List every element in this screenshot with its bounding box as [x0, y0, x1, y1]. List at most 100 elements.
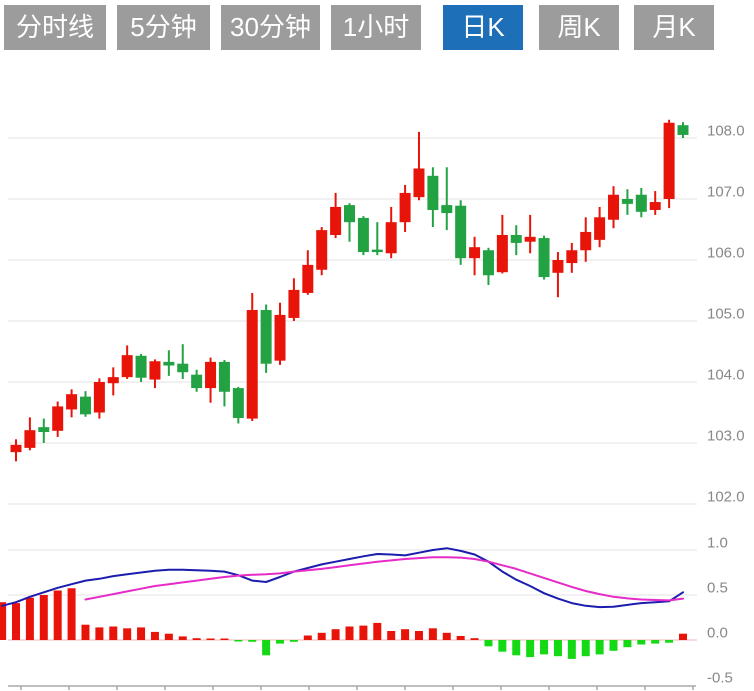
macd-bar: [387, 631, 396, 640]
macd-bar: [12, 603, 20, 640]
macd-bar: [456, 635, 465, 640]
candle-body: [121, 355, 133, 378]
candle-body: [649, 202, 661, 210]
macd-bar: [553, 640, 562, 657]
interval-tabbar: 分时线 5分钟 30分钟 1小时 日K 周K 月K: [0, 0, 754, 55]
candle-body: [621, 199, 633, 204]
candle-body: [232, 388, 244, 418]
macd-bar: [595, 640, 604, 655]
macd-bar: [289, 640, 298, 642]
candle-body: [302, 264, 314, 293]
candle-body: [177, 363, 189, 373]
tab-monthly-k[interactable]: 月K: [634, 5, 714, 50]
tab-timeshare[interactable]: 分时线: [4, 5, 106, 50]
candle-body: [413, 168, 425, 198]
tab-daily-k[interactable]: 日K: [443, 5, 523, 50]
candle-body: [66, 394, 78, 410]
candle-body: [10, 444, 22, 453]
macd-bar: [581, 640, 590, 657]
candle-body: [385, 222, 397, 254]
macd-bar: [484, 640, 493, 647]
candle-body: [135, 355, 147, 378]
candle-body: [496, 234, 508, 273]
candle-body: [482, 250, 494, 276]
price-axis-label: 104.0: [707, 367, 745, 384]
candle-body: [344, 205, 355, 223]
candlestick-series: [10, 119, 689, 462]
macd-bar: [220, 638, 229, 640]
macd-bar: [81, 624, 90, 640]
macd-lines: [1, 547, 684, 609]
macd-bar: [567, 640, 576, 659]
candle-body: [594, 217, 606, 240]
candle-body: [316, 230, 328, 270]
candle-body: [469, 247, 481, 259]
candle-body: [24, 430, 36, 448]
price-axis-label: 106.0: [707, 245, 745, 262]
price-axis-label: 107.0: [707, 184, 745, 201]
macd-bar: [526, 640, 535, 658]
candle-body: [79, 396, 91, 415]
macd-bar: [248, 640, 257, 642]
macd-bar: [345, 626, 354, 640]
macd-axis-label: 0.5: [707, 580, 728, 597]
macd-bar: [303, 635, 312, 640]
tab-5min[interactable]: 5分钟: [117, 5, 210, 50]
candle-body: [330, 206, 342, 235]
macd-bar: [192, 638, 201, 640]
macd-bar: [428, 628, 437, 640]
candle-body: [538, 238, 550, 278]
dif-line: [1, 547, 684, 609]
candle-body: [663, 122, 675, 199]
macd-bar: [67, 588, 76, 640]
tab-1hour[interactable]: 1小时: [331, 5, 421, 50]
candle-body: [218, 361, 230, 392]
candle-body: [38, 427, 50, 433]
macd-bar: [262, 640, 271, 656]
price-axis-label: 102.0: [707, 489, 745, 506]
candle-body: [357, 217, 369, 253]
macd-axis-label: -0.5: [707, 670, 733, 687]
macd-axis-label: 1.0: [707, 535, 728, 552]
macd-bar: [164, 633, 173, 640]
candle-body: [246, 310, 258, 419]
macd-bar: [623, 640, 632, 648]
macd-bar-clipped: [0, 602, 7, 640]
candle-body: [608, 194, 620, 220]
candle-body: [580, 231, 592, 251]
macd-bar: [470, 638, 479, 640]
macd-bar: [512, 640, 521, 656]
candle-body: [274, 314, 286, 361]
macd-bar: [498, 640, 507, 652]
candle-body: [288, 289, 300, 318]
dea-line: [84, 556, 684, 602]
macd-bar: [178, 636, 187, 640]
macd-bar: [53, 590, 62, 640]
tab-weekly-k[interactable]: 周K: [539, 5, 619, 50]
candle-body: [524, 236, 536, 242]
candle-body: [566, 250, 578, 264]
axis-labels: 108.0 107.0 106.0 105.0 104.0 103.0 102.0 1.0 0.…: [707, 123, 745, 687]
candle-body: [399, 192, 411, 223]
candle-body: [510, 234, 522, 243]
macd-bar: [442, 632, 451, 640]
macd-bar: [39, 595, 48, 640]
macd-bar: [137, 627, 146, 640]
macd-bar: [373, 622, 382, 640]
macd-bar: [331, 629, 340, 640]
macd-bar: [401, 629, 410, 640]
candle-body: [441, 205, 453, 214]
tab-30min[interactable]: 30分钟: [221, 5, 320, 50]
candle-body: [205, 361, 217, 389]
candle-body: [427, 175, 439, 210]
macd-bar: [25, 597, 34, 640]
candle-body: [677, 125, 689, 135]
gridlines: [8, 137, 697, 641]
candle-body: [191, 374, 203, 389]
candle-body: [163, 361, 175, 366]
macd-bar: [679, 633, 687, 640]
candle-body: [93, 382, 105, 413]
macd-histogram: [0, 588, 687, 659]
